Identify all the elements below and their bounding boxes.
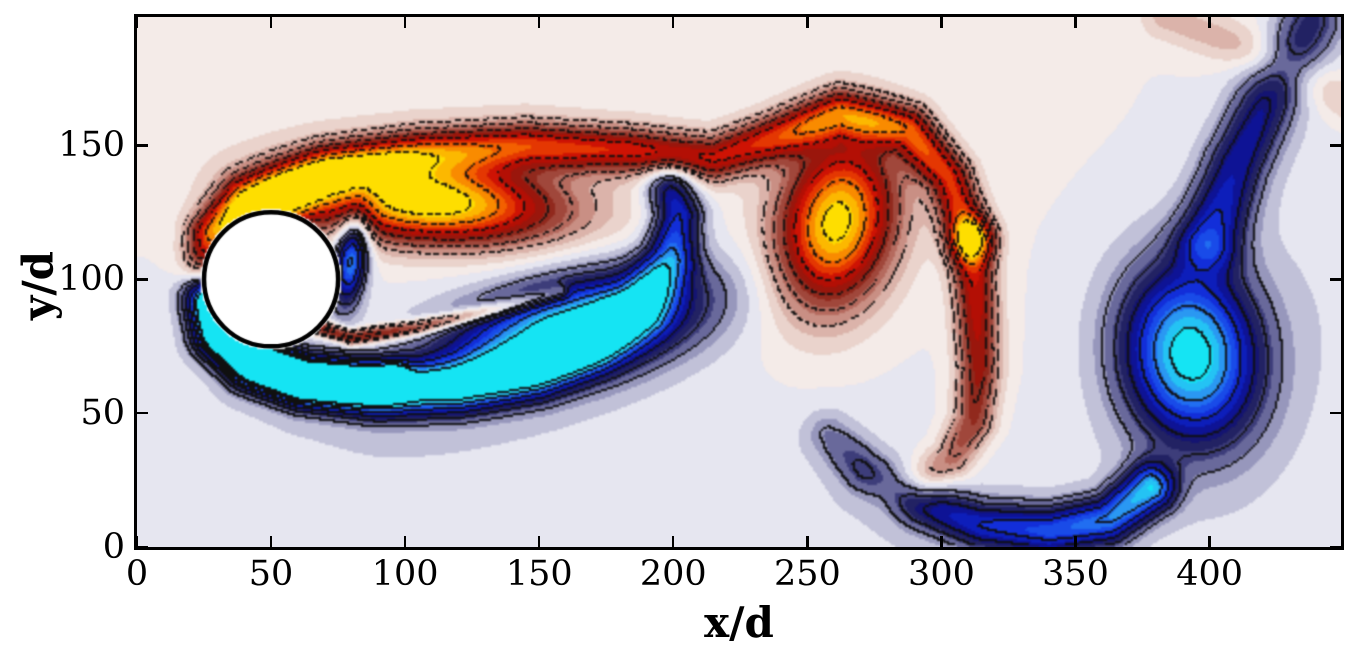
x-tick-label: 400 <box>1176 554 1243 594</box>
plot-area <box>137 17 1341 547</box>
y-tick-label: 100 <box>58 259 125 300</box>
y-tick-mark-right <box>1330 278 1341 281</box>
y-tick-label: 0 <box>102 527 125 567</box>
x-tick-mark-top <box>672 17 675 28</box>
y-tick-mark-right <box>1330 144 1341 147</box>
x-tick-label: 300 <box>908 554 975 594</box>
x-tick-label: 200 <box>639 554 707 594</box>
y-tick-mark-left <box>137 545 148 549</box>
x-tick-label: 250 <box>773 554 841 594</box>
x-tick-mark-bottom <box>403 536 407 547</box>
x-tick-label: 150 <box>505 554 573 594</box>
x-tick-mark-bottom <box>1074 536 1077 547</box>
x-tick-mark-top <box>940 17 943 28</box>
x-tick-mark-bottom <box>1208 536 1211 547</box>
x-tick-mark-top <box>538 17 541 28</box>
y-tick-mark-left <box>137 144 148 147</box>
y-tick-label: 50 <box>80 393 125 434</box>
x-tick-label: 350 <box>1042 554 1109 594</box>
x-tick-mark-top <box>806 17 809 28</box>
x-tick-mark-top <box>269 17 273 28</box>
x-tick-mark-top <box>403 17 407 28</box>
x-tick-mark-bottom <box>806 536 809 547</box>
x-axis-label: x/d <box>704 598 774 647</box>
x-tick-mark-bottom <box>269 536 273 547</box>
y-tick-mark-left <box>137 278 148 281</box>
y-axis-label: y/d <box>13 250 63 321</box>
x-tick-mark-top <box>135 17 139 28</box>
x-tick-label: 50 <box>248 554 294 594</box>
x-tick-mark-bottom <box>135 536 139 547</box>
y-tick-mark-right <box>1330 411 1341 415</box>
y-tick-mark-right <box>1330 545 1341 549</box>
y-tick-label: 150 <box>58 125 125 166</box>
x-tick-mark-top <box>1074 17 1077 28</box>
y-tick-mark-left <box>137 411 148 415</box>
x-tick-mark-bottom <box>538 536 541 547</box>
x-tick-label: 100 <box>371 554 439 594</box>
x-tick-mark-bottom <box>672 536 675 547</box>
x-tick-mark-top <box>1208 17 1211 28</box>
x-tick-mark-bottom <box>940 536 943 547</box>
x-tick-label: 0 <box>125 554 149 594</box>
vorticity-field-canvas <box>137 17 1341 547</box>
